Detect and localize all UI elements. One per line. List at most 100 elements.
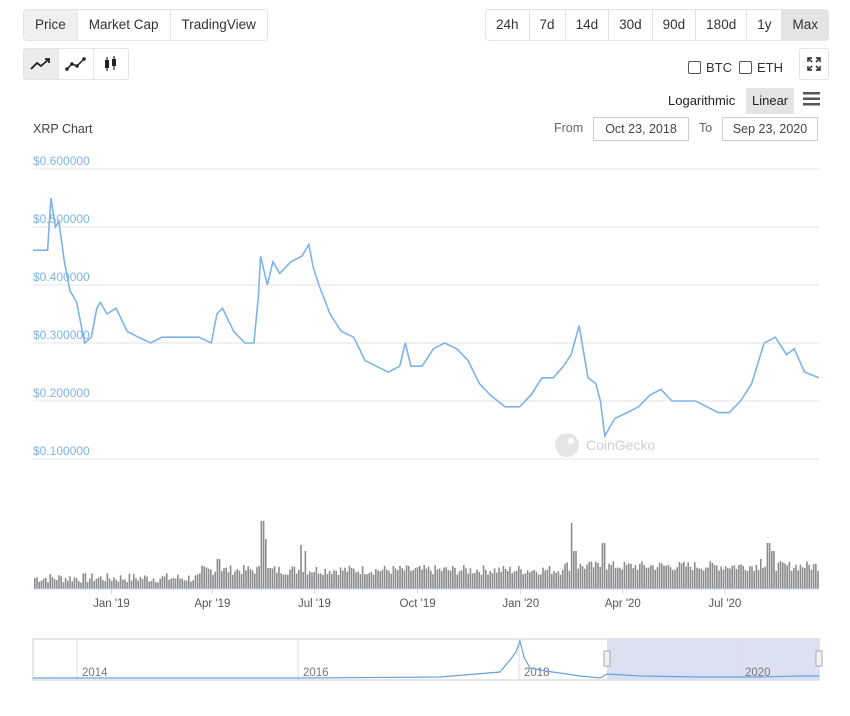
- volume-bar: [207, 568, 210, 589]
- volume-bar: [146, 576, 148, 589]
- grid-lines: [33, 168, 819, 460]
- y-tick-label: $0.500000: [33, 212, 90, 226]
- chart-type-buttons: [23, 48, 129, 80]
- compare-eth[interactable]: ETH: [739, 60, 783, 75]
- volume-bar: [313, 572, 315, 589]
- expand-icon: [807, 57, 821, 71]
- volume-bar: [658, 562, 661, 589]
- volume-bar: [661, 563, 663, 589]
- volume-bar: [172, 578, 175, 589]
- volume-bar: [309, 571, 311, 589]
- range-1y[interactable]: 1y: [747, 10, 783, 40]
- x-tick-label: Jan '20: [502, 598, 539, 610]
- eth-checkbox[interactable]: [739, 61, 752, 74]
- x-tick-label: Apr '19: [194, 598, 230, 610]
- volume-bar: [122, 579, 124, 589]
- volume-bar: [152, 578, 155, 589]
- range-180d[interactable]: 180d: [696, 10, 748, 40]
- volume-bar: [533, 569, 535, 589]
- range-max[interactable]: Max: [782, 10, 828, 40]
- volume-bar: [69, 576, 71, 589]
- volume-bar: [84, 573, 87, 589]
- volume-bar: [436, 569, 439, 589]
- volume-bar: [535, 571, 538, 589]
- scale-logarithmic[interactable]: Logarithmic: [668, 93, 736, 108]
- volume-bar: [566, 562, 568, 589]
- volume-bar: [632, 568, 634, 589]
- range-90d[interactable]: 90d: [653, 10, 697, 40]
- volume-bar: [300, 545, 302, 589]
- volume-bar: [221, 571, 223, 589]
- volume-bar: [251, 570, 254, 589]
- volume-bar: [174, 578, 177, 589]
- range-30d[interactable]: 30d: [609, 10, 653, 40]
- y-tick-label: $0.100000: [33, 444, 90, 458]
- tab-market-cap[interactable]: Market Cap: [77, 10, 171, 40]
- volume-bar: [553, 571, 555, 589]
- volume-bar: [381, 569, 384, 589]
- volume-bar: [320, 573, 322, 589]
- scale-linear[interactable]: Linear: [746, 88, 795, 114]
- volume-bar: [163, 576, 166, 589]
- range-24h[interactable]: 24h: [486, 10, 530, 40]
- volume-bar: [192, 580, 194, 589]
- volume-bar: [399, 565, 401, 589]
- from-date-input[interactable]: Oct 23, 2018: [593, 117, 689, 141]
- volume-bar: [289, 569, 291, 589]
- volume-bar: [75, 578, 78, 589]
- volume-bar: [744, 570, 747, 589]
- coingecko-watermark: CoinGecko: [555, 433, 655, 457]
- range-7d[interactable]: 7d: [530, 10, 566, 40]
- volume-bar: [179, 578, 181, 589]
- volume-bar: [106, 573, 109, 589]
- navigator-ticks: 2014 2016 2018 2020: [76, 639, 771, 680]
- volume-bar: [606, 569, 608, 589]
- navigator-handle-left: [603, 650, 611, 667]
- volume-bar: [493, 568, 496, 589]
- volume-bar: [588, 562, 590, 589]
- compare-btc[interactable]: BTC: [688, 60, 732, 75]
- volume-bar: [282, 574, 285, 589]
- volume-bar: [271, 568, 274, 589]
- btc-checkbox[interactable]: [688, 61, 701, 74]
- volume-bar: [350, 567, 353, 589]
- volume-bar: [680, 563, 683, 589]
- volume-bar: [716, 565, 718, 589]
- volume-bar: [287, 574, 289, 589]
- volume-bar: [771, 551, 773, 589]
- volume-bar: [100, 576, 102, 589]
- to-date-input[interactable]: Sep 23, 2020: [722, 117, 818, 141]
- volume-bar: [773, 551, 775, 589]
- volume-bar: [590, 561, 593, 589]
- volume-bar: [610, 565, 612, 589]
- tab-price[interactable]: Price: [24, 10, 78, 40]
- volume-bar: [346, 571, 348, 589]
- range-buttons: 24h 7d 14d 30d 90d 180d 1y Max: [485, 9, 829, 41]
- volume-bar: [718, 570, 720, 589]
- volume-bar: [73, 577, 76, 589]
- volume-bar: [722, 569, 725, 589]
- volume-bar: [355, 572, 357, 589]
- volume-bar: [467, 573, 469, 589]
- volume-bar: [537, 574, 540, 589]
- volume-bar: [573, 551, 575, 589]
- fullscreen-button[interactable]: [799, 48, 829, 80]
- volume-bar: [375, 569, 377, 589]
- range-14d[interactable]: 14d: [566, 10, 610, 40]
- volume-bar: [456, 574, 458, 589]
- chart-title: XRP Chart: [33, 122, 93, 136]
- volume-bar: [78, 581, 80, 589]
- volume-bar: [463, 565, 465, 589]
- ohlc-line-button[interactable]: [59, 49, 94, 79]
- volume-bar: [337, 574, 340, 589]
- tab-tradingview[interactable]: TradingView: [170, 10, 267, 40]
- volume-bar: [177, 574, 179, 589]
- volume-bar: [256, 567, 258, 589]
- volume-bar: [372, 574, 375, 589]
- candlestick-button[interactable]: [94, 49, 128, 79]
- y-tick-label: $0.600000: [33, 154, 90, 168]
- line-chart-button[interactable]: [24, 49, 59, 79]
- volume-bar: [232, 574, 234, 589]
- volume-bar: [214, 571, 216, 589]
- chart-menu-button[interactable]: [803, 92, 820, 111]
